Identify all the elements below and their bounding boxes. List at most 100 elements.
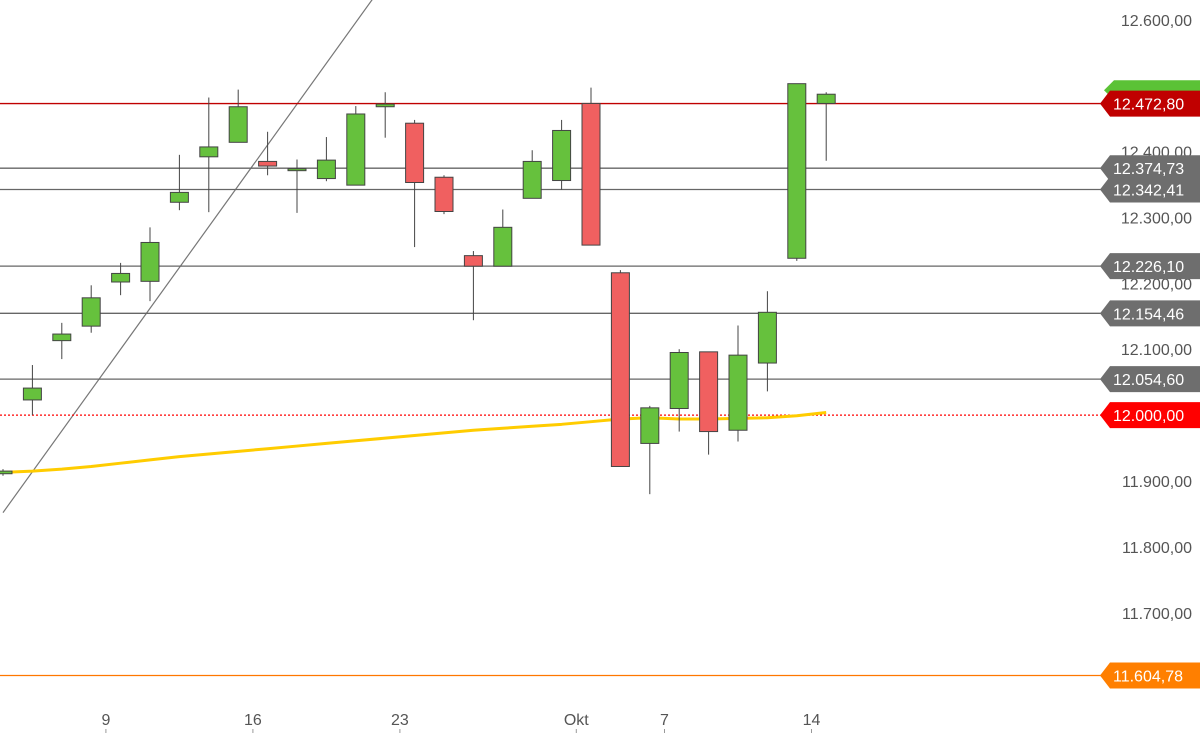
level-tag: 12.054,60 <box>1100 366 1200 393</box>
trendline <box>2 0 373 513</box>
level-tag-label: 12.472,80 <box>1113 97 1184 114</box>
candle <box>757 291 777 392</box>
moving-average-layer <box>2 410 827 474</box>
candle-body <box>493 226 513 267</box>
candle <box>493 209 513 267</box>
x-tick-label: 23 <box>391 712 409 729</box>
x-tick-label: Okt <box>564 712 589 729</box>
x-tick-label: 16 <box>244 712 262 729</box>
candle <box>169 154 189 211</box>
candle-body <box>346 113 366 186</box>
candle-body <box>22 387 42 401</box>
candle-body <box>463 255 483 267</box>
candle <box>346 106 366 186</box>
level-tag-background <box>1100 300 1200 327</box>
candle-body <box>375 103 395 108</box>
candle-body <box>699 351 719 433</box>
level-tag: 12.154,46 <box>1100 300 1200 327</box>
candle <box>581 87 601 246</box>
candle-body <box>640 407 660 444</box>
level-tag-background <box>1100 662 1200 689</box>
moving-average-line <box>2 410 827 474</box>
candle-body <box>287 168 307 172</box>
level-tag: 12.342,41 <box>1100 176 1200 203</box>
level-tag: 12.472,80 <box>1100 90 1200 117</box>
level-lines-layer <box>0 102 1102 677</box>
level-tag-background <box>1100 366 1200 393</box>
x-tick-label: 7 <box>660 712 669 729</box>
level-tag: 11.604,78 <box>1100 662 1200 689</box>
candle <box>699 351 719 455</box>
level-tags-layer: 12.472,80 12.374,73 12.342,41 12.226,10 12.1… <box>1100 80 1200 689</box>
candle <box>787 83 807 261</box>
candle <box>728 325 748 442</box>
candle <box>111 262 131 296</box>
candle <box>52 322 72 360</box>
level-tag-background <box>1100 90 1200 117</box>
candle <box>258 131 278 176</box>
candle-body <box>816 93 836 104</box>
candle-body <box>581 102 601 246</box>
candle <box>522 150 542 199</box>
x-tick-label: 9 <box>101 712 110 729</box>
candle <box>140 227 160 302</box>
candle-body <box>610 272 630 467</box>
level-tag: 12.226,10 <box>1100 253 1200 280</box>
candle-body <box>434 176 454 212</box>
candle <box>434 175 454 215</box>
level-tag-label: 12.154,46 <box>1113 306 1184 323</box>
x-tick-label: 14 <box>803 712 821 729</box>
candle <box>640 405 660 495</box>
candle <box>287 159 307 213</box>
level-tag: 12.000,00 <box>1100 402 1200 429</box>
level-tag-background <box>1100 176 1200 203</box>
candle-body <box>111 272 131 283</box>
candle-body <box>757 311 777 364</box>
candle <box>463 251 483 321</box>
level-tag: 12.374,73 <box>1100 155 1200 182</box>
candle-body <box>405 122 425 184</box>
candle <box>552 119 572 190</box>
y-tick-label: 12.600,00 <box>1121 13 1192 30</box>
candle-body <box>169 191 189 203</box>
level-tag-background <box>1100 155 1200 182</box>
candle <box>316 137 336 182</box>
candle <box>81 285 101 333</box>
y-tick-label: 12.200,00 <box>1121 276 1192 293</box>
level-tag-label: 12.342,41 <box>1113 182 1184 199</box>
y-tick-label: 11.700,00 <box>1122 606 1192 623</box>
candle-body <box>316 159 336 180</box>
candle-body <box>258 160 278 167</box>
candle-body <box>52 333 72 342</box>
candle <box>375 92 395 138</box>
candle-body <box>81 297 101 327</box>
candle-body <box>787 83 807 259</box>
level-tag-label: 12.000,00 <box>1113 408 1184 425</box>
y-tick-label: 11.800,00 <box>1122 540 1192 557</box>
y-tick-label: 11.900,00 <box>1122 474 1192 491</box>
trendline-layer <box>2 0 373 513</box>
candle-body <box>669 352 689 410</box>
level-tag-background <box>1100 253 1200 280</box>
candle-body <box>0 470 13 475</box>
candle-body <box>199 146 219 158</box>
candle <box>669 349 689 432</box>
candle-body <box>522 160 542 199</box>
candle <box>816 92 836 161</box>
candle-body <box>228 106 248 143</box>
level-tag-label: 12.226,10 <box>1113 259 1184 276</box>
candle <box>610 270 630 467</box>
candle-body <box>728 354 748 431</box>
candle <box>0 469 13 476</box>
level-tag-label: 11.604,78 <box>1113 668 1183 685</box>
y-tick-label: 12.100,00 <box>1121 342 1192 359</box>
candles-layer <box>0 83 836 495</box>
candle-body <box>140 241 160 282</box>
level-tag-label: 12.054,60 <box>1113 372 1184 389</box>
candle <box>405 119 425 248</box>
candle <box>228 89 248 143</box>
x-axis: 9 16 23 Okt 7 14 <box>101 712 821 733</box>
candle <box>22 365 42 416</box>
level-tag-background <box>1100 402 1200 429</box>
